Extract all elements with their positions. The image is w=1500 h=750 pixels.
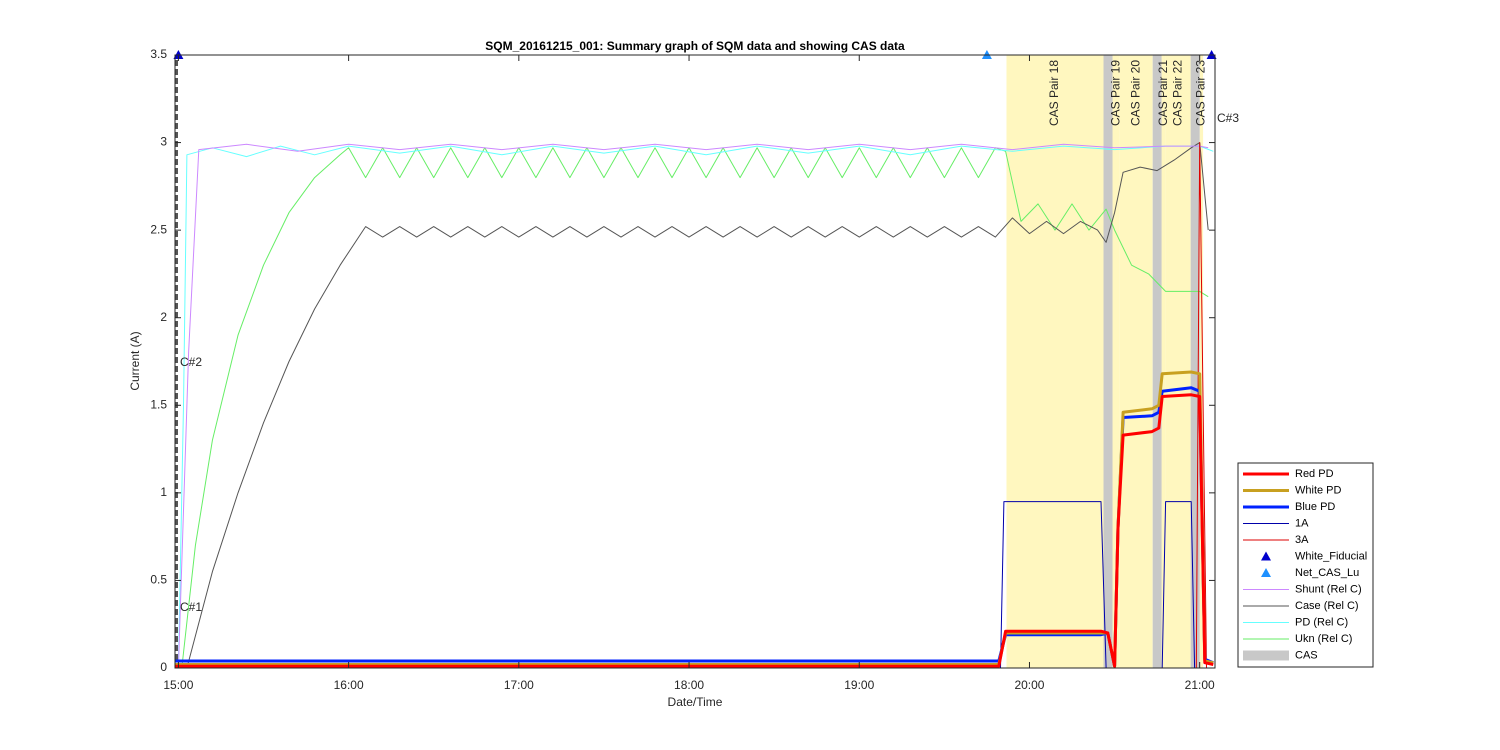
legend-label: 1A (1295, 517, 1309, 529)
series-line (186, 142, 1209, 669)
y-tick-label: 1.5 (150, 397, 167, 411)
chart-title: SQM_20161215_001: Summary graph of SQM d… (485, 39, 905, 53)
cas-pair-label: CAS Pair 23 (1194, 60, 1208, 126)
x-tick-label: 16:00 (334, 678, 364, 692)
legend-label: Ukn (Rel C) (1295, 633, 1352, 645)
legend-label: 3A (1295, 534, 1309, 546)
legend-label: Net_CAS_Lu (1295, 567, 1359, 579)
plot-frame (174, 54, 1216, 669)
cas-pair-span (1165, 55, 1191, 668)
legend-label: CAS (1295, 649, 1318, 661)
y-tick-label: 0.5 (150, 573, 167, 587)
cas-pair-label: CAS Pair 22 (1170, 60, 1184, 126)
cas-span (1103, 55, 1113, 668)
legend-label: Shunt (Rel C) (1295, 583, 1362, 595)
x-tick-label: 20:00 (1014, 678, 1044, 692)
legend-swatch (1261, 568, 1271, 577)
cas-pair-span (1161, 55, 1166, 668)
cas-pair-span (1112, 55, 1120, 668)
x-axis-label: Date/Time (668, 695, 723, 709)
cas-span (1190, 55, 1200, 668)
cas-pair-span (1199, 55, 1204, 668)
cas-span (1152, 55, 1162, 668)
x-tick-label: 19:00 (844, 678, 874, 692)
annotation: C#2 (180, 355, 202, 369)
y-tick-label: 1 (160, 485, 167, 499)
cas-pair-label: CAS Pair 19 (1108, 60, 1122, 126)
legend-swatch (1243, 650, 1289, 661)
legend-label: PD (Rel C) (1295, 616, 1348, 628)
cas-pair-span (1119, 55, 1153, 668)
y-tick-label: 0 (160, 660, 167, 674)
legend-swatch (1261, 551, 1271, 561)
cas-pair-span (1006, 55, 1104, 668)
legend-box (1237, 462, 1374, 668)
series-line (177, 145, 1214, 669)
cas-pair-label: CAS Pair 21 (1156, 60, 1170, 126)
annotation: C#3 (1217, 111, 1239, 125)
legend-label: White PD (1295, 484, 1342, 496)
series-line (177, 143, 1209, 669)
legend-label: Blue PD (1295, 501, 1335, 513)
x-tick-label: 18:00 (674, 678, 704, 692)
cas-pair-label: CAS Pair 18 (1047, 60, 1061, 126)
y-tick-label: 2.5 (150, 222, 167, 236)
y-tick-label: 3 (160, 135, 167, 149)
cas-pair-label: CAS Pair 20 (1128, 60, 1142, 126)
legend-label: Case (Rel C) (1295, 600, 1359, 612)
annotation: C#1 (180, 600, 202, 614)
y-tick-label: 2 (160, 310, 167, 324)
series-line (175, 393, 1214, 668)
legend-label: White_Fiducial (1295, 550, 1367, 562)
y-tick-label: 3.5 (150, 47, 167, 61)
x-tick-label: 17:00 (504, 678, 534, 692)
y-axis-label: Current (A) (128, 331, 142, 390)
series-line (175, 370, 1214, 668)
x-tick-label: 21:00 (1185, 678, 1215, 692)
x-tick-label: 15:00 (163, 678, 193, 692)
legend-label: Red PD (1295, 468, 1334, 480)
